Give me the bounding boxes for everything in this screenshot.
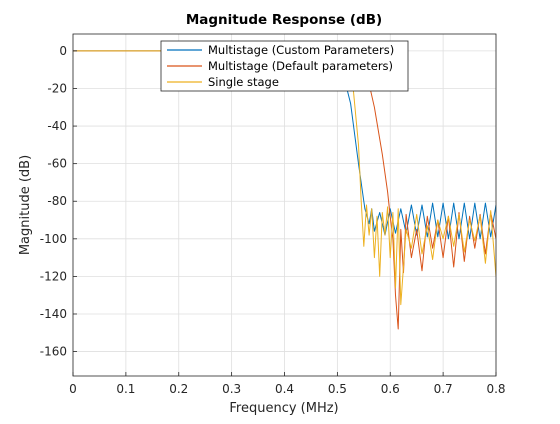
x-tick-label: 0 [69, 382, 77, 396]
y-tick-label: -140 [40, 307, 67, 321]
legend-box [160, 40, 409, 92]
y-tick-label: -80 [47, 194, 67, 208]
x-tick-label: 0.2 [169, 382, 188, 396]
y-tick-label: -100 [40, 232, 67, 246]
y-tick-label: 0 [59, 44, 67, 58]
axis-ticks: 0 0.1 0.2 0.3 0.4 0.5 0.6 0.7 0.8 0 -20 -40 -60 -80 -1… [40, 44, 506, 396]
series-line-single-stage [73, 50, 496, 306]
legend-label-single: Single stage [208, 75, 279, 89]
y-tick-label: -60 [47, 157, 67, 171]
x-tick-label: 0.5 [328, 382, 347, 396]
x-tick-label: 0.8 [486, 382, 505, 396]
y-tick-label: -120 [40, 269, 67, 283]
chart-title: Magnitude Response (dB) [186, 12, 382, 28]
legend-label-default: Multistage (Default parameters) [208, 59, 393, 73]
x-tick-label: 0.3 [222, 382, 241, 396]
x-tick-label: 0.6 [381, 382, 400, 396]
legend: Multistage (Custom Parameters) Multistag… [160, 40, 409, 92]
x-tick-label: 0.7 [434, 382, 453, 396]
legend-label-custom: Multistage (Custom Parameters) [208, 43, 394, 57]
y-tick-label: -20 [47, 81, 67, 95]
x-tick-label: 0.1 [116, 382, 135, 396]
y-tick-label: -160 [40, 345, 67, 359]
y-tick-label: -40 [47, 119, 67, 133]
x-tick-label: 0.4 [275, 382, 294, 396]
x-axis-label: Frequency (MHz) [229, 401, 338, 416]
y-axis-label: Magnitude (dB) [18, 155, 33, 255]
series-lines [73, 50, 496, 330]
